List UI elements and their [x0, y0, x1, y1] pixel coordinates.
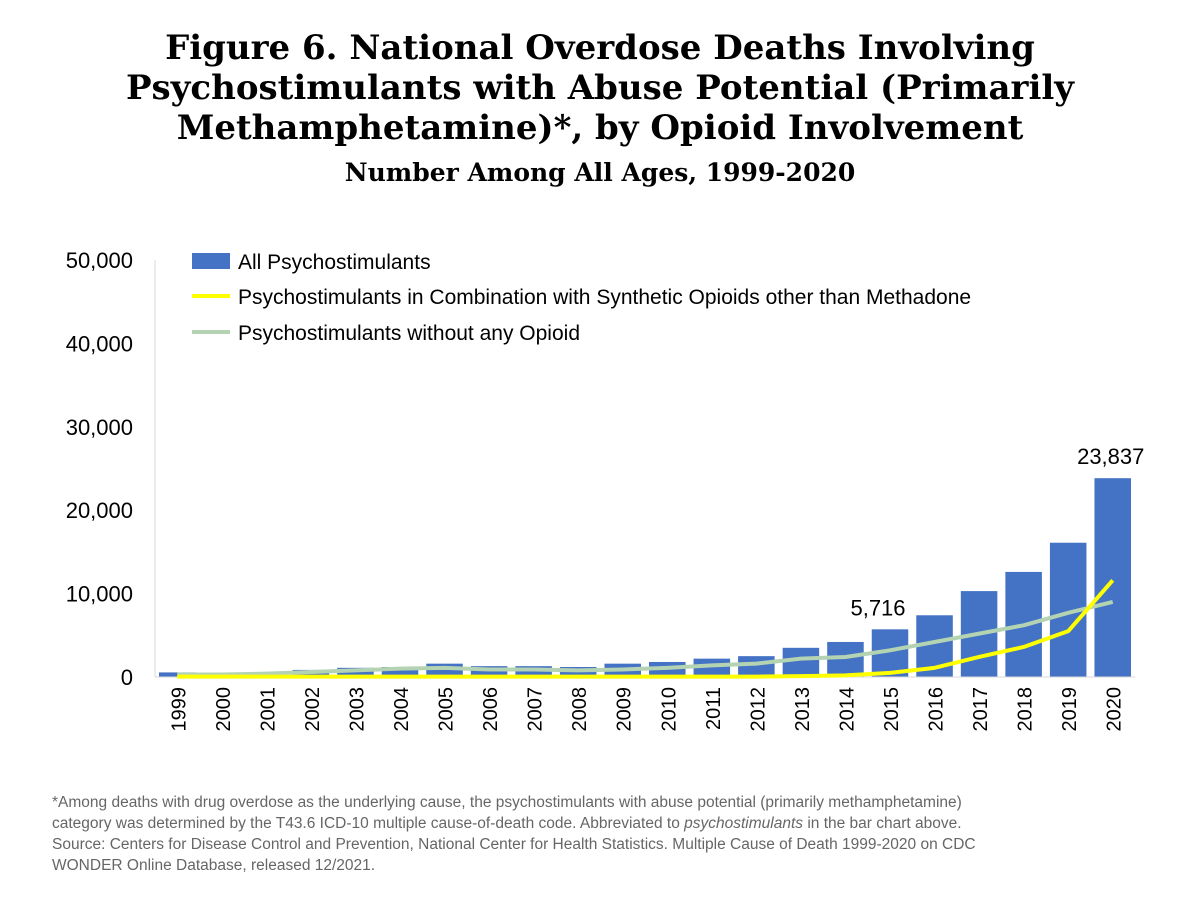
footnote-line-1: *Among deaths with drug overdose as the …	[52, 794, 962, 811]
x-tick-label: 2001	[257, 687, 279, 732]
line-series-2	[177, 599, 1114, 677]
x-tick-label: 2008	[569, 687, 591, 732]
x-tick-label: 2014	[836, 687, 858, 732]
x-tick-label: 2012	[747, 687, 769, 732]
bar-2004	[381, 666, 419, 677]
bar-2020	[1094, 478, 1131, 677]
x-tick-label: 1999	[168, 687, 190, 732]
x-tick-label: 2007	[525, 687, 547, 732]
x-tick-label: 2020	[1104, 687, 1126, 732]
legend-label: Psychostimulants in Combination with Syn…	[238, 286, 971, 309]
x-tick-label: 2018	[1015, 687, 1037, 732]
x-tick-label: 2010	[658, 687, 680, 732]
footnote-line-2b: in the bar chart above.	[803, 815, 962, 832]
x-tick-label: 2002	[302, 687, 324, 732]
bar-2012	[738, 656, 775, 677]
footnote-source-1: Source: Centers for Disease Control and …	[52, 836, 976, 853]
x-tick-label: 2015	[881, 687, 903, 732]
data-label: 5,716	[850, 595, 905, 620]
legend-label: All Psychostimulants	[238, 251, 431, 274]
x-tick-label: 2017	[970, 687, 992, 732]
y-tick-label: 50,000	[66, 248, 133, 273]
y-tick-label: 40,000	[66, 331, 133, 356]
x-tick-label: 2013	[792, 687, 814, 732]
x-tick-label: 2009	[614, 687, 636, 732]
x-tick-label: 2000	[213, 687, 235, 732]
x-tick-label: 2019	[1059, 687, 1081, 732]
y-tick-label: 10,000	[66, 582, 133, 607]
x-tick-label: 2003	[346, 687, 368, 732]
bar-2013	[782, 647, 820, 677]
line-series-1	[177, 578, 1115, 679]
bar-2003	[337, 667, 374, 677]
x-tick-label: 2016	[926, 687, 948, 732]
chart-subtitle: Number Among All Ages, 1999-2020	[344, 158, 856, 187]
footnote-italic: psychostimulants	[684, 815, 804, 832]
y-tick-label: 0	[121, 665, 133, 690]
bar-2014	[827, 641, 864, 677]
chart: 0 10,000 20,000 30,000 40,000 50,000 1999 2000 2…	[66, 248, 1145, 732]
footnote-source-2: WONDER Online Database, released 12/2021…	[52, 857, 376, 874]
chart-title: Figure 6. National Overdose Deaths Invol…	[125, 28, 1075, 148]
y-tick-label: 20,000	[66, 498, 133, 523]
footnote-line-2: category was determined by the T43.6 ICD…	[52, 815, 685, 832]
bar-2006	[470, 666, 508, 677]
legend-swatch-bar	[192, 253, 230, 269]
footnote: *Among deaths with drug overdose as the …	[52, 792, 1162, 876]
x-tick-label: 2011	[703, 687, 725, 730]
y-tick-label: 30,000	[66, 415, 133, 440]
data-label: 23,837	[1077, 444, 1144, 469]
bar-2007	[515, 666, 552, 677]
x-tick-label: 2006	[480, 687, 502, 732]
legend-label: Psychostimulants without any Opioid	[238, 322, 580, 345]
x-tick-label: 2005	[436, 687, 458, 732]
x-tick-label: 2004	[391, 687, 413, 732]
